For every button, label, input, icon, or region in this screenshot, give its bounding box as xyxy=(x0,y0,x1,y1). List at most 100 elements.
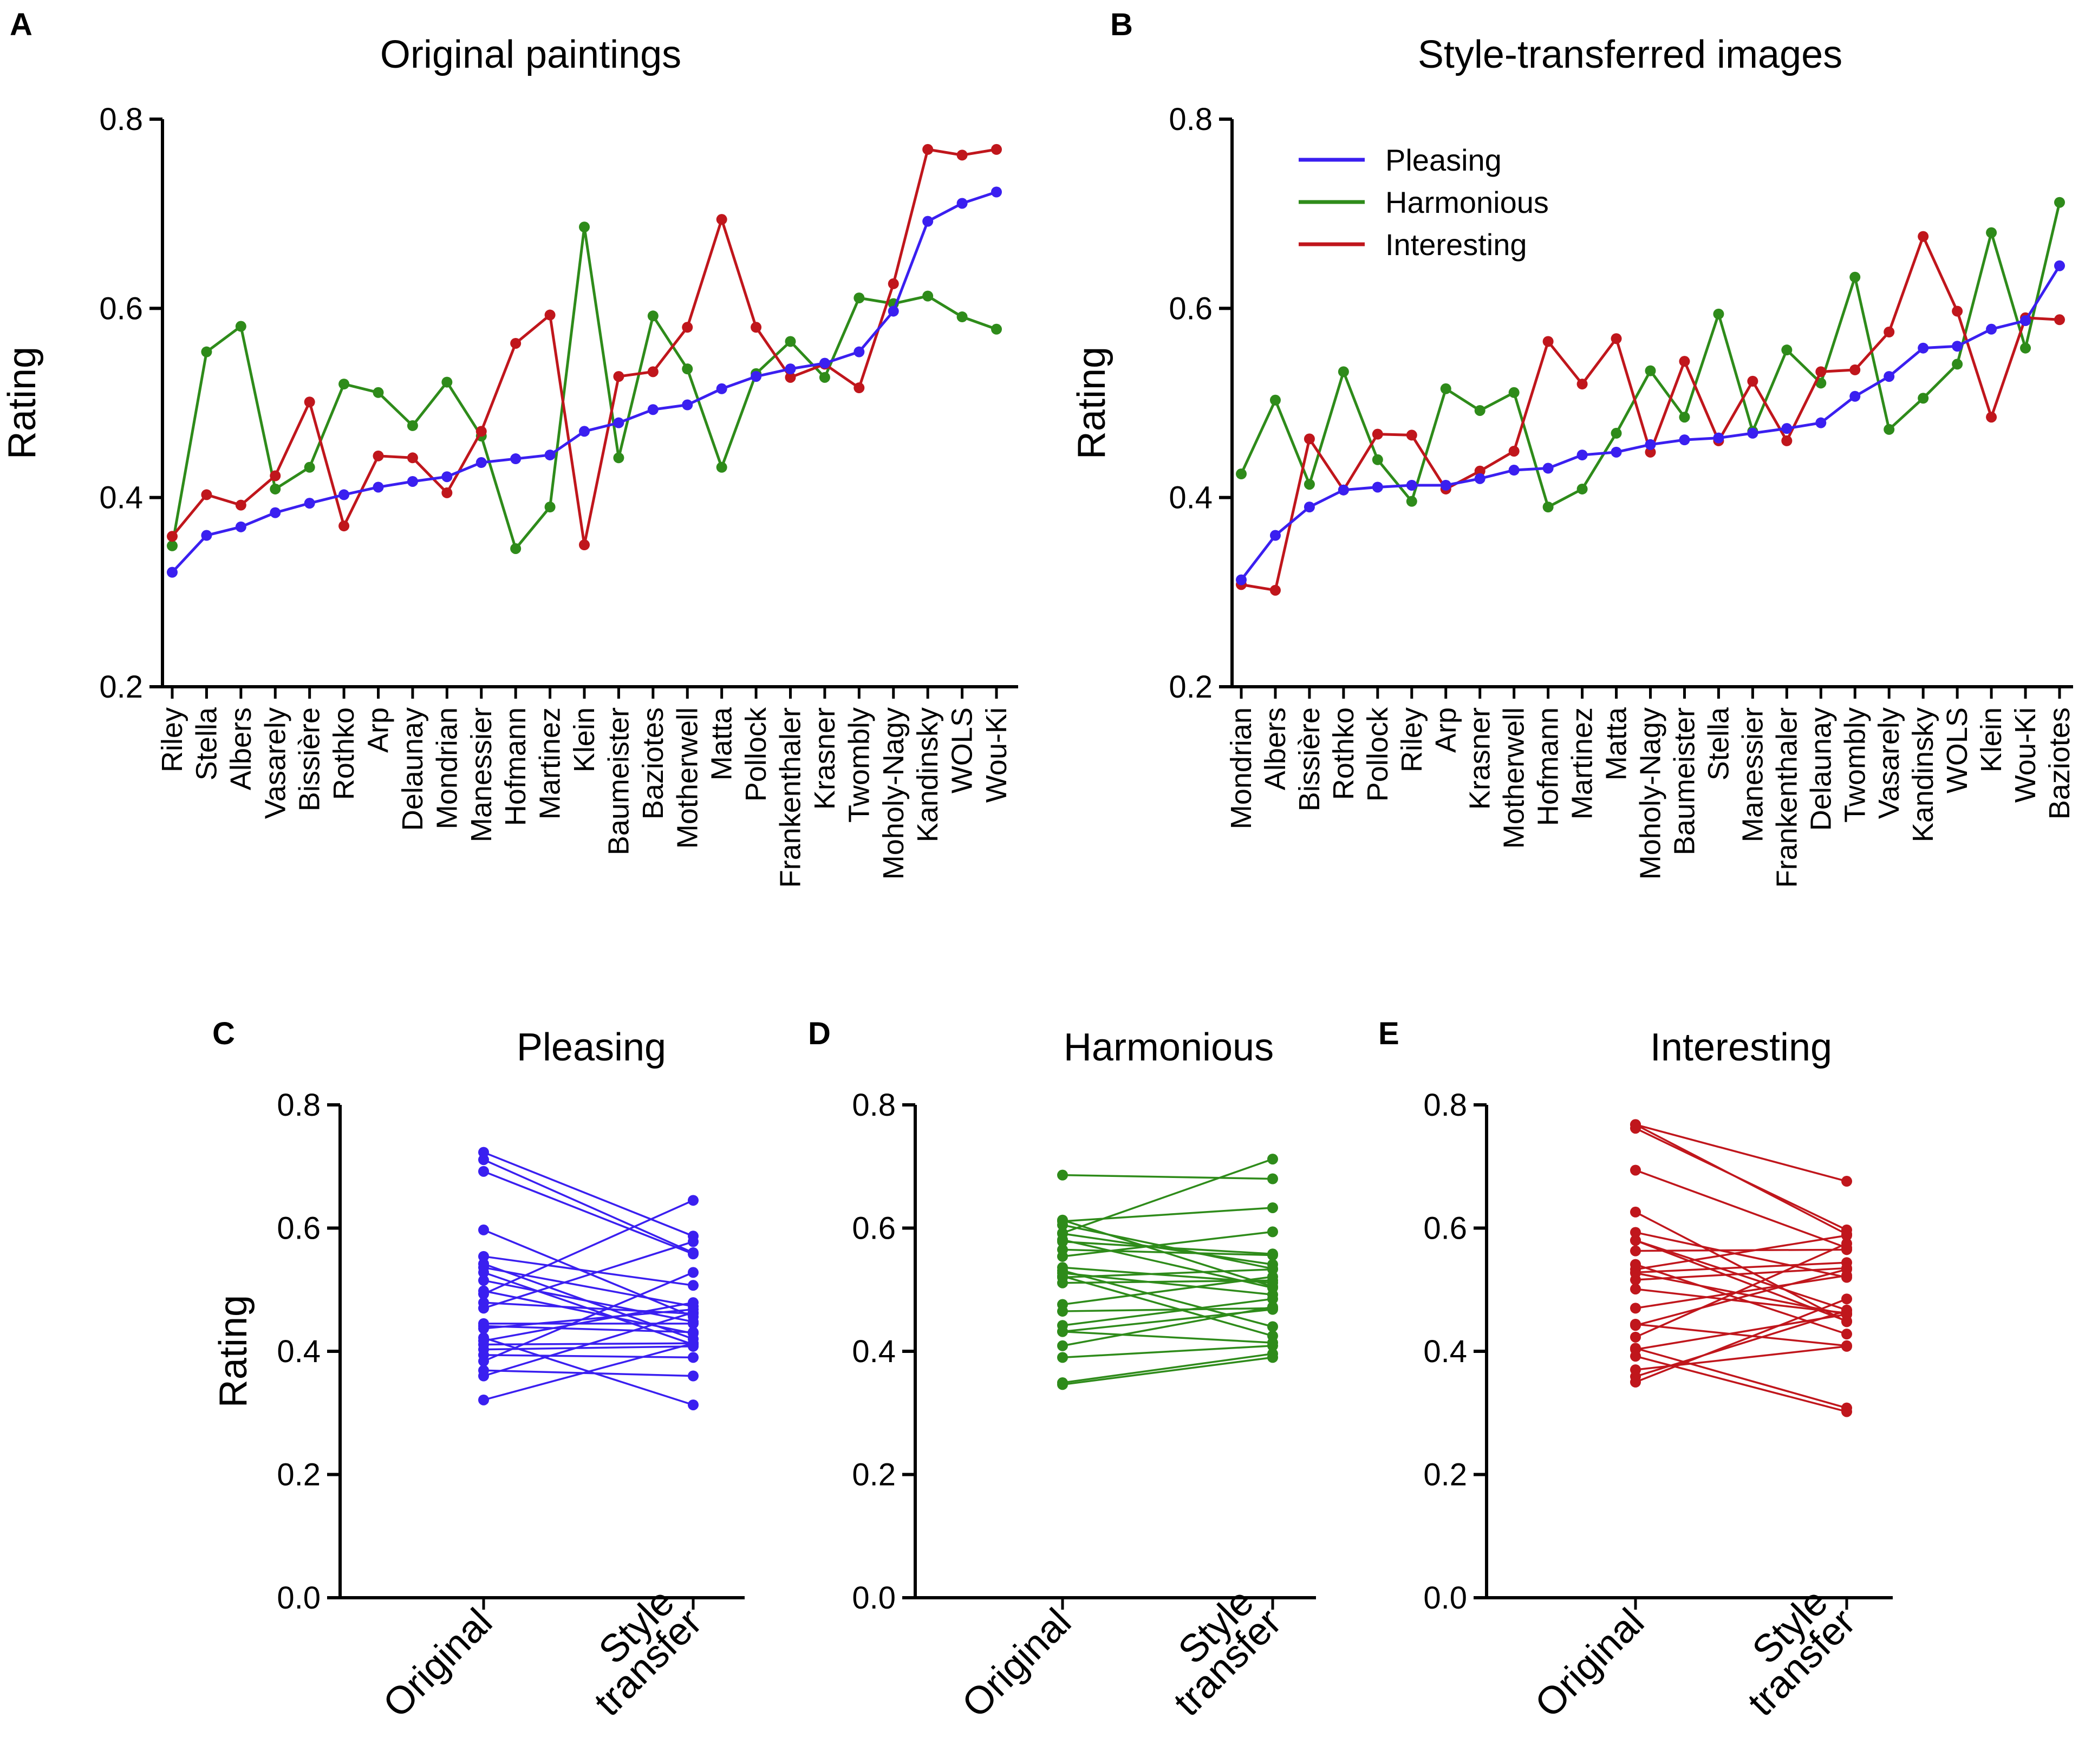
data-point-pleasing xyxy=(1269,530,1281,541)
data-point-interesting xyxy=(1269,584,1281,596)
panel-b-y-tick-label: 0.2 xyxy=(1169,669,1213,705)
data-point-harmonious xyxy=(1304,479,1315,490)
data-point-harmonious xyxy=(201,346,212,357)
pair-line-interesting xyxy=(1635,1239,1847,1311)
pair-line-harmonious xyxy=(1062,1345,1273,1359)
data-point-harmonious xyxy=(1611,427,1622,439)
data-point-original xyxy=(478,1166,489,1177)
data-point-pleasing xyxy=(235,521,246,532)
data-point-style-transfer xyxy=(1267,1248,1278,1260)
data-point-harmonious xyxy=(956,311,968,323)
data-point-interesting xyxy=(544,309,556,321)
data-point-pleasing xyxy=(785,363,796,375)
pair-line-pleasing xyxy=(483,1229,694,1318)
data-point-interesting xyxy=(304,396,315,408)
pair-line-harmonious xyxy=(1062,1330,1273,1344)
panel-c-y-tick-label: 0.0 xyxy=(277,1580,321,1616)
data-point-harmonious xyxy=(2054,197,2065,208)
pair-line-interesting xyxy=(1635,1347,1847,1409)
category-label: Manessier xyxy=(1736,707,1769,842)
panel-a-y-tick-label: 0.2 xyxy=(99,669,143,705)
data-point-pleasing xyxy=(1918,342,1929,354)
data-point-pleasing xyxy=(407,476,418,487)
category-label: Martinez xyxy=(534,707,566,819)
category-label: Motherwell xyxy=(1498,707,1530,849)
data-point-pleasing xyxy=(1474,473,1485,484)
panel-c-title: Pleasing xyxy=(517,1026,666,1069)
data-point-harmonious xyxy=(579,222,590,233)
panel-e-y-tick-label: 0.0 xyxy=(1423,1580,1467,1616)
category-label-line: Original xyxy=(1527,1600,1652,1726)
legend-label-interesting: Interesting xyxy=(1385,227,1527,262)
category-label: Albers xyxy=(225,707,257,790)
data-point-harmonious xyxy=(1508,387,1520,398)
data-point-harmonious xyxy=(1815,377,1827,389)
pair-line-pleasing xyxy=(483,1255,694,1287)
data-point-harmonious xyxy=(338,379,350,390)
pair-line-interesting xyxy=(1635,1263,1847,1335)
pair-line-interesting xyxy=(1635,1355,1847,1413)
panel-c-y-axis-label: Rating xyxy=(212,1295,255,1408)
data-point-pleasing xyxy=(751,371,762,382)
data-point-harmonious xyxy=(1440,383,1451,394)
data-point-style-transfer xyxy=(688,1399,699,1410)
data-point-harmonious xyxy=(373,387,384,398)
data-point-interesting xyxy=(270,470,281,481)
data-point-style-transfer xyxy=(1841,1340,1852,1351)
category-label: Wou-Ki xyxy=(2009,707,2042,803)
data-point-pleasing xyxy=(579,426,590,437)
category-label: Delaunay xyxy=(1804,707,1837,831)
category-label: Baumeister xyxy=(1668,707,1700,855)
category-label: Moholy-Nagy xyxy=(1634,707,1667,880)
data-point-interesting xyxy=(888,278,899,289)
panel-b: 0.2 0.4 0.6 0.8 Style-transferred images B Rat… xyxy=(1070,7,2076,888)
category-label: Klein xyxy=(568,707,601,772)
panel-e-panel-letter: E xyxy=(1378,1016,1399,1051)
data-point-pleasing xyxy=(647,404,659,415)
data-point-interesting xyxy=(1849,364,1861,375)
data-point-pleasing xyxy=(1236,574,1247,585)
data-point-original xyxy=(1057,1236,1068,1247)
category-label: Original xyxy=(954,1600,1079,1726)
panel-d-y-tick-label: 0.8 xyxy=(852,1088,896,1123)
data-point-interesting xyxy=(1372,428,1383,440)
pair-line-interesting xyxy=(1635,1298,1847,1383)
data-point-interesting xyxy=(682,322,693,333)
data-point-harmonious xyxy=(853,292,865,304)
data-point-pleasing xyxy=(1406,479,1417,491)
data-point-original xyxy=(1630,1245,1641,1257)
data-point-harmonious xyxy=(1576,483,1588,494)
data-point-interesting xyxy=(167,531,178,542)
data-point-original xyxy=(478,1365,489,1376)
data-point-pleasing xyxy=(167,567,178,578)
pair-line-pleasing xyxy=(483,1369,694,1377)
category-label: Riley xyxy=(156,707,188,772)
data-point-pleasing xyxy=(956,198,968,209)
panel-a-title: Original paintings xyxy=(380,33,681,76)
data-point-pleasing xyxy=(922,216,934,227)
pair-line-interesting xyxy=(1635,1323,1847,1347)
data-point-style-transfer xyxy=(688,1247,699,1258)
data-point-harmonious xyxy=(1338,366,1349,377)
pair-line-harmonious xyxy=(1062,1275,1273,1337)
data-point-original xyxy=(1630,1331,1641,1343)
panel-e-y-tick-label: 0.8 xyxy=(1423,1088,1467,1123)
data-point-harmonious xyxy=(1269,394,1281,406)
data-point-original xyxy=(478,1275,489,1286)
data-point-harmonious xyxy=(613,452,624,464)
data-point-pleasing xyxy=(888,305,899,317)
panel-a-y-tick-label: 0.8 xyxy=(99,102,143,137)
panel-e-y-tick-label: 0.4 xyxy=(1423,1334,1467,1369)
category-label: Rothko xyxy=(1327,707,1360,800)
category-label: Frankenthaler xyxy=(774,707,807,888)
pair-line-harmonious xyxy=(1062,1231,1273,1258)
data-point-harmonious xyxy=(1236,468,1247,479)
data-point-style-transfer xyxy=(688,1333,699,1345)
panel-e-title: Interesting xyxy=(1650,1026,1832,1069)
data-point-style-transfer xyxy=(1267,1321,1278,1332)
pair-line-pleasing xyxy=(483,1151,694,1237)
data-point-style-transfer xyxy=(1267,1173,1278,1184)
data-point-pleasing xyxy=(1576,450,1588,461)
pair-line-harmonious xyxy=(1062,1307,1273,1312)
